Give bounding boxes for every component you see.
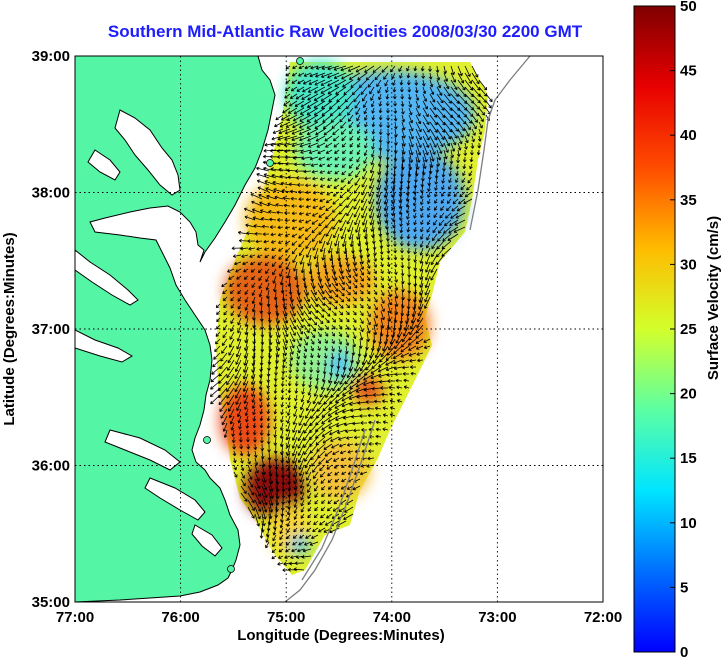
radar-sites (203, 57, 304, 573)
colorbar-tick-label: 50 (680, 0, 697, 15)
y-tick-label: 39:00 (32, 48, 70, 65)
colorbar-gradient (633, 5, 676, 653)
x-tick-label: 76:00 (161, 609, 199, 626)
velocity-vectors (209, 65, 493, 573)
x-axis: 77:00 76:00 75:00 74:00 73:00 72:00 Long… (56, 609, 622, 644)
x-tick-label: 75:00 (267, 609, 305, 626)
y-tick-label: 37:00 (32, 321, 70, 338)
colorbar-tick-label: 45 (680, 63, 697, 80)
radar-site-marker (203, 436, 211, 444)
colorbar-tick-label: 0 (680, 644, 688, 659)
plot-area (75, 56, 603, 602)
y-tick-label: 36:00 (32, 458, 70, 475)
plot-frame (74, 55, 604, 603)
colorbar-tick-label: 30 (680, 256, 697, 273)
radar-site-marker (266, 159, 274, 167)
y-tick-label: 38:00 (32, 185, 70, 202)
colorbar-tick-label: 40 (680, 127, 697, 144)
colorbar-tick-label: 10 (680, 515, 697, 532)
radar-site-marker (296, 57, 304, 65)
radar-site-marker (227, 565, 235, 573)
colorbar-tick-label: 20 (680, 386, 697, 403)
x-tick-label: 73:00 (478, 609, 516, 626)
velocity-field (209, 60, 493, 575)
y-axis: 39:00 38:00 37:00 36:00 35:00 Latitude (… (1, 48, 70, 611)
x-tick-label: 74:00 (373, 609, 411, 626)
x-tick-label: 77:00 (56, 609, 94, 626)
colorbar: 50 45 40 35 30 25 20 15 10 5 0 Surface V… (633, 0, 722, 659)
colorbar-tick-label: 15 (680, 450, 697, 467)
y-tick-label: 35:00 (32, 594, 70, 611)
x-tick-label: 72:00 (584, 609, 622, 626)
colorbar-title: Surface Velocity (cm/s) (705, 216, 722, 380)
colorbar-tick-label: 5 (680, 579, 688, 596)
y-axis-title: Latitude (Degrees:Minutes) (1, 232, 18, 425)
colorbar-tick-label: 35 (680, 192, 697, 209)
x-axis-title: Longitude (Degrees:Minutes) (237, 627, 445, 644)
map-title: Southern Mid-Atlantic Raw Velocities 200… (107, 22, 583, 41)
grid-lines (75, 56, 603, 602)
isobath-lines (284, 56, 531, 602)
colorbar-tick-label: 25 (680, 321, 697, 338)
